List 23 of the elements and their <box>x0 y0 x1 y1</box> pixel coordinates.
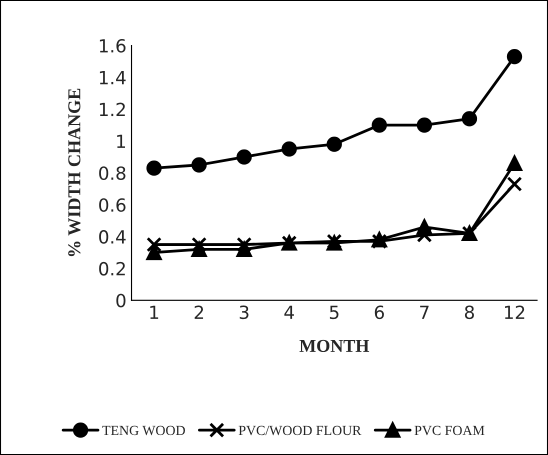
y-tick-label: 0.6 <box>99 198 126 212</box>
y-tick-label: 1.6 <box>100 38 126 53</box>
x-tick-label: 4 <box>284 306 294 319</box>
y-tick-label: 1 <box>117 134 125 148</box>
x-tick-label: 12 <box>505 305 524 319</box>
legend-label: PVC FOAM <box>414 426 484 436</box>
y-tick-label: 0 <box>116 294 126 308</box>
y-axis-title: % WIDTH CHANGE <box>68 88 80 256</box>
y-tick-label: 1.2 <box>100 102 125 116</box>
x-tick-label: 6 <box>374 305 384 320</box>
y-tick-label: 0.4 <box>99 230 126 244</box>
y-tick-label: 0.8 <box>99 166 126 180</box>
y-tick-label: 0.2 <box>99 262 125 276</box>
x-tick-label: 8 <box>464 305 474 320</box>
legend-label: TENG WOOD <box>102 426 185 436</box>
x-tick-label: 2 <box>194 305 204 319</box>
x-tick-label: 3 <box>240 305 248 320</box>
y-tick-label: 1.4 <box>100 71 126 84</box>
x-tick-label: 7 <box>420 306 429 319</box>
x-tick-label: 5 <box>330 306 338 320</box>
x-axis-title: MONTH <box>299 340 370 352</box>
legend-label: PVC/WOOD FLOUR <box>238 426 362 436</box>
x-tick-label: 1 <box>150 306 158 319</box>
